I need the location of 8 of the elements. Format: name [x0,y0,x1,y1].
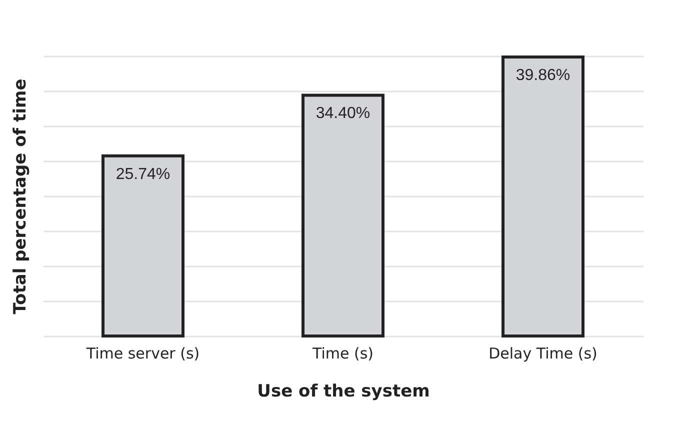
x-tick-label: Time server (s) [85,344,200,362]
x-tick-label: Delay Time (s) [488,344,598,362]
y-axis-title: Total percentage of time [10,78,30,314]
x-tick-label: Time (s) [312,344,374,362]
x-axis-title: Use of the system [257,382,430,402]
data-label: 25.74% [116,166,170,183]
data-label: 34.40% [316,105,370,122]
data-label: 39.86% [516,66,570,84]
